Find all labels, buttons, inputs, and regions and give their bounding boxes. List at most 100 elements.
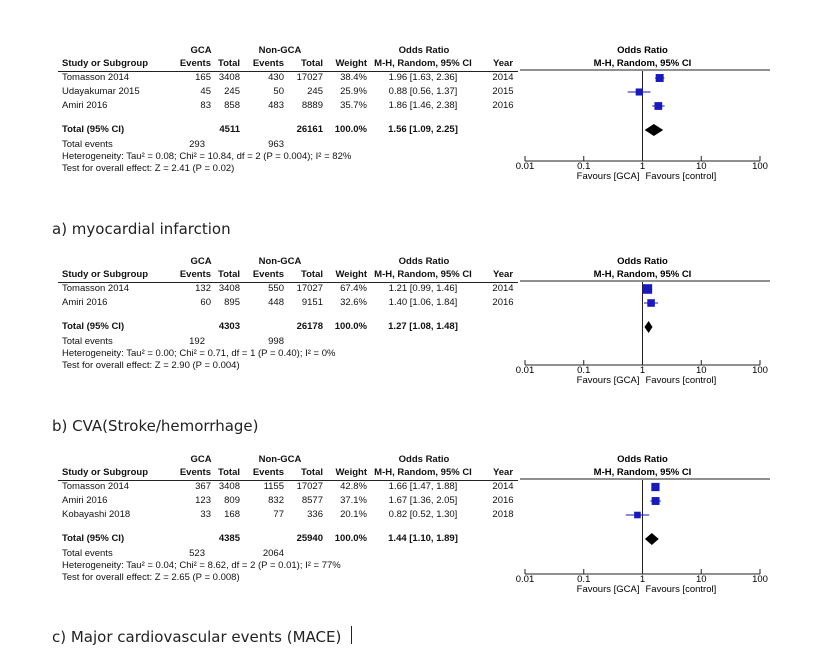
gca-total: 245 xyxy=(224,86,240,97)
gca-events-header: Events xyxy=(179,269,211,280)
nongca-total: 9151 xyxy=(301,297,323,308)
study-marker xyxy=(635,88,643,96)
study-marker xyxy=(651,482,660,492)
heterogeneity-text: Heterogeneity: Tau² = 0.00; Chi² = 0.71,… xyxy=(62,348,336,359)
total-events-label: Total events xyxy=(62,336,113,347)
gca-total: 3408 xyxy=(218,481,240,492)
gca-total: 3408 xyxy=(218,283,240,294)
gca-events: 60 xyxy=(200,297,211,308)
gca-total: 895 xyxy=(224,297,240,308)
study-marker xyxy=(647,299,655,307)
total-gca: 4511 xyxy=(219,124,240,135)
study-weight: 32.6% xyxy=(340,297,367,308)
x-tick-label: 100 xyxy=(752,161,768,172)
panel-caption: c) Major cardiovascular events (MACE) xyxy=(52,628,342,646)
study-year: 2016 xyxy=(492,495,514,506)
study-column-header: Study or Subgroup xyxy=(62,467,149,478)
nongca-events: 1155 xyxy=(263,481,284,492)
plot-title: Odds Ratio xyxy=(617,256,668,267)
nongca-total: 17027 xyxy=(296,283,323,294)
year-header: Year xyxy=(492,58,514,69)
study-marker xyxy=(642,284,653,294)
plot-title: Odds Ratio xyxy=(617,454,668,465)
x-tick-label: 0.01 xyxy=(516,161,535,172)
gca-total-header: Total xyxy=(218,58,240,69)
study-weight: 38.4% xyxy=(340,72,367,83)
plot-subtitle: M-H, Random, 95% CI xyxy=(594,467,692,478)
favours-left-label: Favours [GCA] xyxy=(577,171,640,182)
study-year: 2016 xyxy=(492,297,514,308)
total-gca: 4385 xyxy=(218,533,240,544)
x-tick-label: 0.1 xyxy=(577,161,590,172)
favours-right-label: Favours [control] xyxy=(646,375,717,386)
heterogeneity-text: Heterogeneity: Tau² = 0.08; Chi² = 10.84… xyxy=(62,151,352,162)
gca-total-header: Total xyxy=(218,467,240,478)
nongca-group-header: Non-GCA xyxy=(258,45,302,56)
total-odds-ratio: 1.44 [1.10, 1.89] xyxy=(388,533,458,544)
x-tick-label: 0.01 xyxy=(516,574,535,585)
gca-total: 858 xyxy=(224,100,240,111)
total-events-label: Total events xyxy=(62,139,113,150)
nongca-total: 17027 xyxy=(296,481,323,492)
nongca-events: 832 xyxy=(268,495,284,506)
total-nongca: 26178 xyxy=(296,321,323,332)
panel-caption: b) CVA(Stroke/hemorrhage) xyxy=(52,417,259,435)
forest-panel: GCA Non-GCA Odds Ratio Study or Subgroup Eve… xyxy=(0,0,815,583)
study-odds-ratio: 0.88 [0.56, 1.37] xyxy=(388,86,458,97)
nongca-events: 430 xyxy=(268,72,284,83)
nongca-total: 17027 xyxy=(296,72,323,83)
total-events-nongca: 998 xyxy=(268,336,284,347)
nongca-events-header: Events xyxy=(252,269,284,280)
x-tick-label: 1 xyxy=(640,365,645,376)
favours-left-label: Favours [GCA] xyxy=(577,375,640,386)
weight-header: Weight xyxy=(335,269,368,280)
study-weight: 20.1% xyxy=(340,509,367,520)
study-year: 2014 xyxy=(492,481,514,492)
nongca-events: 448 xyxy=(268,297,284,308)
or-method-header: M-H, Random, 95% CI xyxy=(374,467,472,478)
total-events-gca: 192 xyxy=(189,336,205,347)
study-marker xyxy=(634,511,641,519)
nongca-events: 77 xyxy=(273,509,284,520)
plot-title: Odds Ratio xyxy=(617,45,668,56)
study-weight: 67.4% xyxy=(340,283,367,294)
study-odds-ratio: 0.82 [0.52, 1.30] xyxy=(388,509,458,520)
x-tick-label: 1 xyxy=(640,574,645,585)
gca-events: 45 xyxy=(200,86,211,97)
study-odds-ratio: 1.21 [0.99, 1.46] xyxy=(388,283,458,294)
study-column-header: Study or Subgroup xyxy=(62,269,149,280)
forest-panel: GCA Non-GCA Odds Ratio Study or Subgroup Eve… xyxy=(0,0,815,371)
x-tick-label: 0.1 xyxy=(577,365,590,376)
study-odds-ratio: 1.66 [1.47, 1.88] xyxy=(388,481,458,492)
gca-total-header: Total xyxy=(218,269,240,280)
x-tick-label: 10 xyxy=(696,574,707,585)
gca-group-header: GCA xyxy=(190,45,212,56)
nongca-events: 50 xyxy=(273,86,284,97)
gca-events: 33 xyxy=(200,509,211,520)
gca-group-header: GCA xyxy=(190,454,212,465)
header-divider xyxy=(58,71,518,72)
study-marker xyxy=(655,74,664,82)
header-divider xyxy=(58,282,518,283)
plot-subtitle: M-H, Random, 95% CI xyxy=(594,269,692,280)
odds-ratio-header: Odds Ratio xyxy=(398,45,450,56)
x-tick-label: 10 xyxy=(696,161,707,172)
x-tick-label: 100 xyxy=(752,365,768,376)
overall-effect-text: Test for overall effect: Z = 2.90 (P = 0… xyxy=(62,360,240,371)
study-marker xyxy=(654,102,663,110)
odds-ratio-header: Odds Ratio xyxy=(398,454,450,465)
x-tick-label: 10 xyxy=(696,365,707,376)
total-odds-ratio: 1.27 [1.08, 1.48] xyxy=(388,321,458,332)
forest-panel: GCA Non-GCA Odds Ratio Study or Subgroup Eve… xyxy=(0,0,815,200)
text-cursor xyxy=(351,626,352,644)
study-year: 2015 xyxy=(492,86,514,97)
gca-group-header: GCA xyxy=(190,256,212,267)
study-name: Kobayashi 2018 xyxy=(62,509,131,520)
study-odds-ratio: 1.67 [1.36, 2.05] xyxy=(388,495,458,506)
total-label: Total (95% CI) xyxy=(62,321,125,332)
gca-events: 123 xyxy=(195,495,211,506)
year-header: Year xyxy=(492,467,514,478)
nongca-events: 550 xyxy=(268,283,284,294)
total-odds-ratio: 1.56 [1.09, 2.25] xyxy=(388,124,458,135)
study-weight: 35.7% xyxy=(340,100,367,111)
